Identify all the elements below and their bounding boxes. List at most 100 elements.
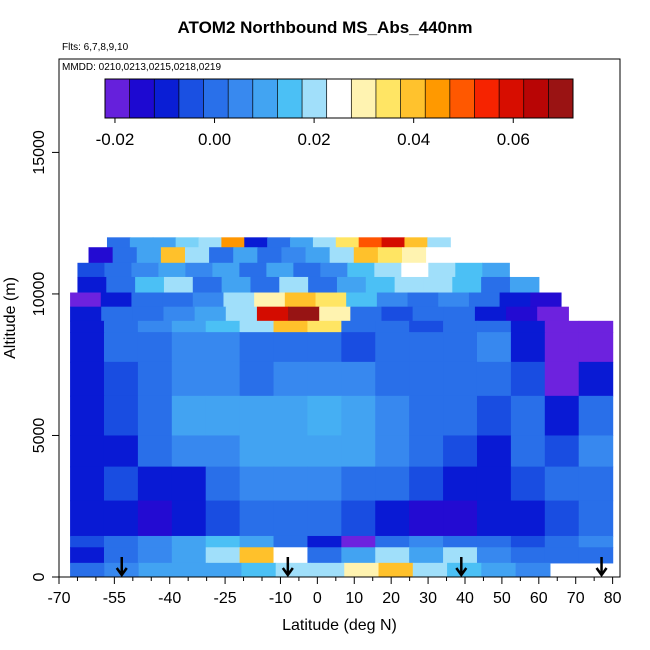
colorbar-frame [104, 78, 574, 119]
heatmap-cell [347, 262, 375, 278]
heatmap-cell [510, 395, 546, 437]
heatmap-cell [375, 435, 410, 468]
heatmap-cell [476, 395, 512, 437]
heatmap-cell [468, 292, 501, 308]
heatmap-cell [239, 332, 275, 363]
heatmap-cell [307, 332, 342, 363]
colorbar-segment [302, 79, 328, 118]
heatmap-cell [221, 276, 252, 294]
heatmap-cell [452, 276, 482, 294]
heatmap-cell [103, 361, 139, 397]
flights-label: Flts: 6,7,8,9,10 [62, 42, 129, 53]
heatmap-cell [185, 262, 213, 278]
heatmap-cell [250, 276, 280, 294]
heatmap-cell [244, 237, 268, 248]
heatmap-cell [256, 306, 289, 322]
heatmap-cell [375, 535, 410, 548]
x-tick-label: 40 [456, 590, 474, 607]
heatmap-cell [293, 262, 321, 278]
heatmap-cell [160, 247, 186, 264]
heatmap-cell [273, 435, 309, 468]
heatmap-cell [537, 306, 569, 322]
x-tick-label: -55 [103, 590, 126, 607]
heatmap-cell [544, 535, 580, 548]
heatmap-cell [273, 547, 309, 564]
heatmap-cell [171, 435, 207, 468]
heatmap-cell [544, 361, 580, 397]
heatmap-cell [288, 306, 320, 322]
heatmap-cell [239, 500, 275, 537]
heatmap-cell [70, 292, 102, 308]
profile-arrow-head [115, 567, 128, 578]
colorbar-segment [425, 79, 451, 118]
heatmap-cell [438, 292, 470, 308]
heatmap-cell [132, 306, 165, 322]
heatmap-cell [267, 237, 291, 248]
heatmap-cell [131, 262, 160, 278]
x-tick-label: 0 [313, 590, 322, 607]
heatmap-cell [233, 247, 258, 264]
heatmap-cell [341, 535, 376, 548]
profile-markers [115, 557, 608, 578]
heatmap-cell [476, 500, 512, 537]
heatmap-cell [290, 237, 314, 248]
heatmap-cell [409, 320, 444, 333]
heatmap-cell [70, 332, 105, 363]
heatmap-cell [137, 500, 173, 537]
heatmap-cell [103, 466, 139, 502]
heatmap-cell [163, 276, 194, 294]
heatmap-cell [136, 247, 162, 264]
heatmap-cell [307, 500, 342, 537]
heatmap-cell [578, 535, 614, 548]
heatmap-cell [509, 276, 540, 294]
heatmap-cell [443, 306, 476, 322]
heatmap-cell [103, 395, 139, 437]
x-tick-label: 70 [567, 590, 585, 607]
heatmap-cell [375, 547, 410, 564]
colorbar-segment [178, 79, 204, 118]
y-tick-label: 10000 [31, 272, 48, 317]
heatmap-cell [510, 466, 546, 502]
heatmap-cell [70, 435, 105, 468]
heatmap-cell [341, 466, 376, 502]
y-tick-label: 0 [31, 572, 48, 581]
heatmap-cell [239, 466, 275, 502]
colorbar-segment [548, 79, 574, 118]
heatmap-cell [171, 500, 207, 537]
heatmap-cell [273, 332, 309, 363]
heatmap-cell [175, 237, 200, 248]
heatmap-cell [412, 306, 445, 322]
heatmap-cell [578, 395, 614, 437]
heatmap-cell [476, 320, 512, 333]
heatmap-cell [409, 535, 444, 548]
y-axis-title: Altitude (m) [2, 277, 19, 359]
heatmap-cell [137, 435, 173, 468]
heatmap-cell [412, 562, 448, 577]
heatmap-cell [171, 320, 207, 333]
colorbar: -0.02 0.00 0.02 0.04 0.06 [96, 78, 574, 149]
heatmap-cell [135, 276, 165, 294]
heatmap-cell [103, 320, 139, 333]
heatmap-cell [346, 292, 378, 308]
heatmap-cell [402, 247, 427, 264]
heatmap-cell [443, 332, 478, 363]
heatmap-cell [578, 547, 614, 564]
colorbar-segment [499, 79, 525, 118]
x-tick-label: 10 [345, 590, 363, 607]
x-tick-label: -10 [269, 590, 292, 607]
heatmap-cell [77, 262, 106, 278]
heatmap-cell [336, 276, 367, 294]
heatmap-cell [137, 535, 173, 548]
heatmap-cell [344, 562, 380, 577]
colorbar-segment [326, 79, 352, 118]
heatmap-cell [205, 466, 241, 502]
heatmap-cell [171, 535, 207, 548]
heatmap-cell [225, 306, 258, 322]
heatmap-cell [192, 292, 225, 308]
heatmap-cell [307, 535, 342, 548]
heatmap-cell [103, 500, 139, 537]
heatmap-cell [376, 292, 409, 308]
heatmap-cell [510, 435, 546, 468]
heatmap-cell [70, 535, 105, 548]
colorbar-tick-label: 0.04 [397, 130, 430, 149]
